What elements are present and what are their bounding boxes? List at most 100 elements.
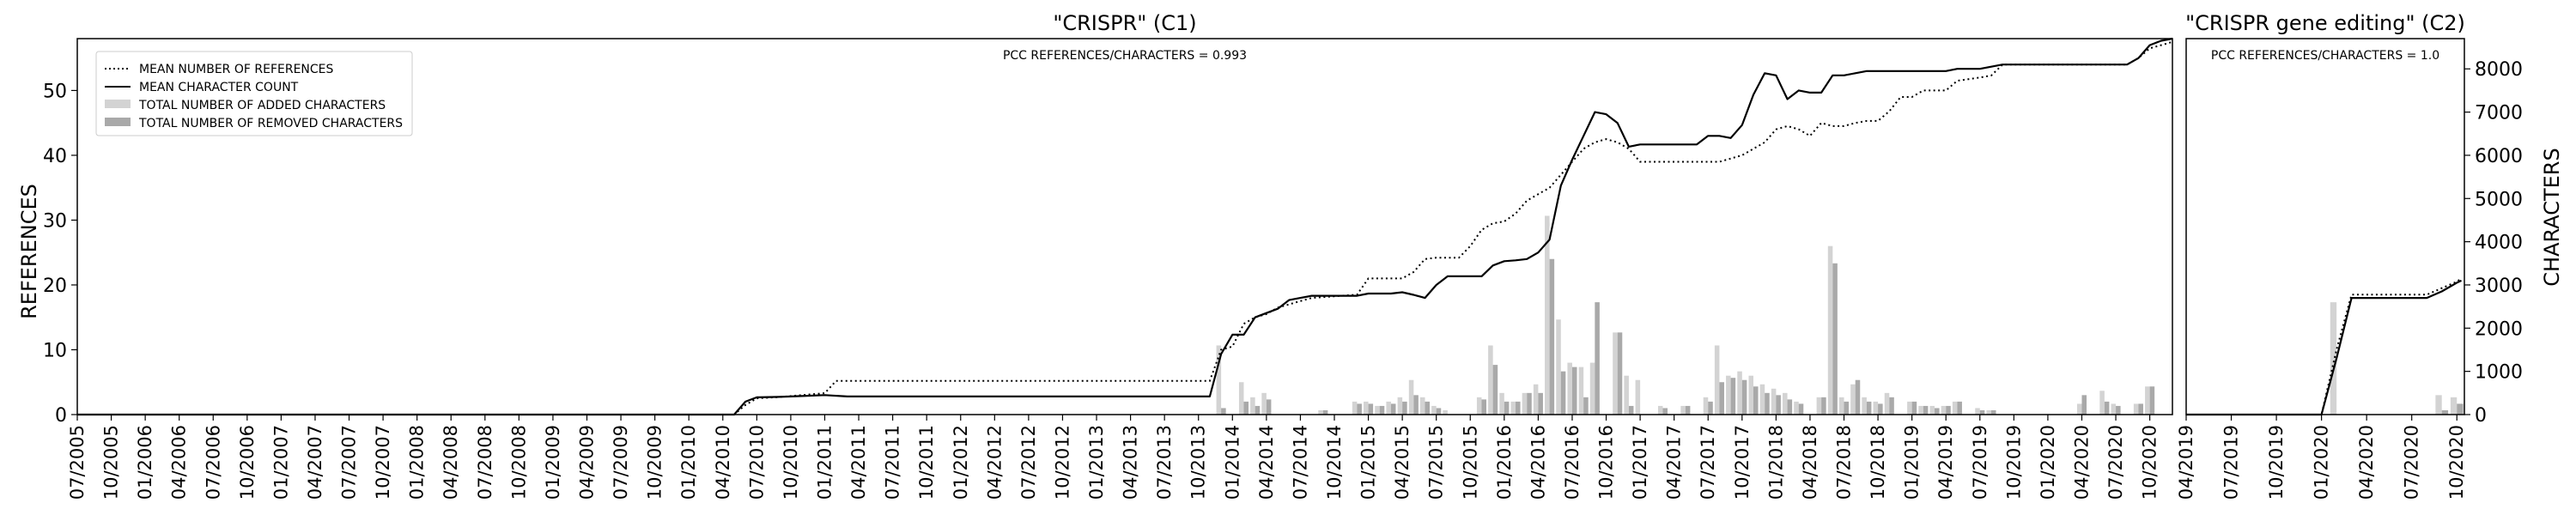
removed-bar-0	[2441, 409, 2449, 415]
removed-bar-34	[1776, 395, 1781, 415]
y-right-tick-label-0: 0	[2475, 405, 2487, 427]
added-bar-26	[1624, 375, 1629, 415]
y-right-tick-label-8: 8000	[2475, 59, 2523, 81]
removed-bar-12	[1436, 408, 1442, 415]
x-tick-label-34: 01/2014	[1222, 425, 1242, 500]
x-tick-label-61: 10/2020	[2140, 425, 2160, 500]
plot-area-c1: 07/2005 10/2005 01/2006 04/2006 07/2006 10/20…	[43, 37, 2173, 500]
x-tick-label-33: 10/2013	[1188, 425, 1209, 500]
x-tick-label-3: 04/2006	[169, 425, 190, 500]
x-tick-label-55: 04/2019	[1935, 425, 1956, 500]
x-tick-label-44: 07/2016	[1562, 425, 1583, 500]
x-tick-label-52: 07/2018	[1834, 425, 1855, 500]
removed-bar-0	[1221, 408, 1226, 415]
added-bar-33	[1737, 371, 1742, 415]
x-tick-label-8: 07/2007	[339, 425, 360, 500]
x-tick-label-42: 01/2016	[1494, 425, 1515, 500]
removed-bar-55	[2149, 386, 2155, 415]
added-bar-36	[1771, 388, 1777, 415]
x-tick-label-15: 04/2009	[577, 425, 598, 500]
x-tick-label-5: 10/2006	[237, 425, 258, 500]
removed-bar-52	[2104, 401, 2110, 415]
x-tick-label-37: 10/2014	[1324, 425, 1345, 500]
legend-label-characters: MEAN CHARACTER COUNT	[139, 81, 299, 94]
y-axis-label-characters: CHARACTERS	[2540, 148, 2564, 286]
x-tick-label-51: 04/2018	[1800, 425, 1820, 500]
removed-bar-2	[1255, 405, 1261, 415]
added-bar-1	[2435, 395, 2442, 415]
x-tick-label-19: 04/2010	[713, 425, 733, 500]
removed-bar-32	[1753, 386, 1759, 415]
x-tick-label-12: 07/2008	[475, 425, 495, 500]
x-tick-label-11: 04/2008	[440, 425, 461, 500]
y-left-tick-label-4: 40	[43, 146, 67, 167]
removed-bar-33	[1765, 392, 1770, 415]
removed-bar-27	[1685, 405, 1691, 415]
x-tick-label-30: 01/2013	[1086, 425, 1107, 500]
x-tick-label-53: 10/2018	[1868, 425, 1888, 500]
removed-bar-54	[2138, 403, 2143, 415]
x-tick-label-13: 10/2008	[508, 425, 529, 500]
removed-bar-28	[1708, 401, 1713, 415]
removed-bar-14	[1492, 365, 1498, 415]
x-tick-label-57: 10/2019	[2003, 425, 2024, 500]
x-tick-label-1: 10/2005	[101, 425, 122, 500]
removed-bar-10	[1413, 395, 1419, 415]
added-bar-44	[1873, 401, 1879, 415]
added-bar-28	[1657, 405, 1663, 415]
x-tick-label-46: 01/2017	[1630, 425, 1650, 500]
added-bar-48	[1929, 405, 1935, 415]
x-tick-label-17: 10/2009	[645, 425, 665, 500]
added-bar-18	[1522, 392, 1528, 415]
removed-bar-44	[1911, 401, 1917, 415]
chart-title-c2: "CRISPR gene editing" (C2)	[2185, 11, 2465, 35]
added-bar-55	[2111, 403, 2117, 415]
y-right-tick-label-5: 5000	[2475, 189, 2523, 210]
x-tick-label-49: 10/2017	[1732, 425, 1753, 500]
added-bar-14	[1476, 397, 1482, 415]
x-tick-label-14: 01/2009	[543, 425, 563, 500]
added-bar-9	[1397, 397, 1403, 415]
added-bar-43	[1862, 397, 1867, 415]
added-bar-54	[2099, 391, 2105, 415]
x-tick-label-28: 07/2012	[1018, 425, 1039, 500]
removed-bar-6	[1368, 403, 1374, 415]
x-tick-label-48: 07/2017	[1698, 425, 1718, 500]
removed-bar-8	[1390, 403, 1396, 415]
x-tick-label-0: 07/2005	[67, 425, 88, 500]
x-tick-label-6: 10/2020	[2446, 425, 2467, 500]
y-left-tick-label-3: 30	[43, 210, 67, 232]
added-bar-2	[1250, 397, 1255, 415]
removed-bar-42	[1878, 403, 1883, 415]
added-bar-10	[1408, 379, 1414, 415]
added-bar-1	[1238, 382, 1244, 415]
added-bar-6	[1364, 401, 1369, 415]
added-bar-56	[2133, 403, 2139, 415]
legend-c1: MEAN NUMBER OF REFERENCES MEAN CHARACTER…	[95, 51, 413, 136]
x-tick-label-6: 01/2007	[270, 425, 291, 500]
x-tick-label-3: 01/2020	[2312, 425, 2332, 500]
added-bar-8	[1386, 401, 1391, 415]
y-left-tick-label-0: 0	[55, 405, 67, 427]
x-tick-label-35: 04/2014	[1256, 425, 1277, 500]
removed-bar-39	[1844, 401, 1850, 415]
x-tick-label-10: 01/2008	[407, 425, 428, 500]
added-bar-57	[2145, 386, 2150, 415]
x-tick-label-60: 07/2020	[2105, 425, 2126, 500]
x-tick-label-31: 04/2013	[1121, 425, 1141, 500]
added-bar-5	[1352, 401, 1358, 415]
removed-bar-30	[1730, 378, 1736, 415]
added-bar-46	[1907, 401, 1912, 415]
removed-bar-19	[1549, 258, 1555, 415]
x-tick-label-54: 01/2019	[1902, 425, 1923, 500]
removed-bar-53	[2116, 405, 2121, 415]
removed-bar-50	[1990, 409, 1996, 415]
removed-bar-22	[1583, 397, 1589, 415]
removed-bar-41	[1866, 401, 1872, 415]
added-bar-23	[1578, 367, 1584, 415]
added-bar-24	[1589, 362, 1595, 415]
legend-swatch-removed	[105, 118, 131, 126]
added-bar-11	[1419, 397, 1425, 415]
removed-bar-15	[1504, 401, 1510, 415]
x-tick-label-25: 10/2011	[916, 425, 937, 500]
